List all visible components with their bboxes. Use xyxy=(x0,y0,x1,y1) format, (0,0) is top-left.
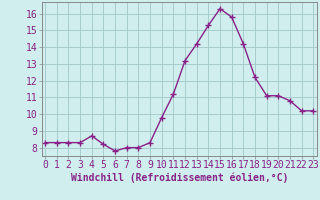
X-axis label: Windchill (Refroidissement éolien,°C): Windchill (Refroidissement éolien,°C) xyxy=(70,173,288,183)
